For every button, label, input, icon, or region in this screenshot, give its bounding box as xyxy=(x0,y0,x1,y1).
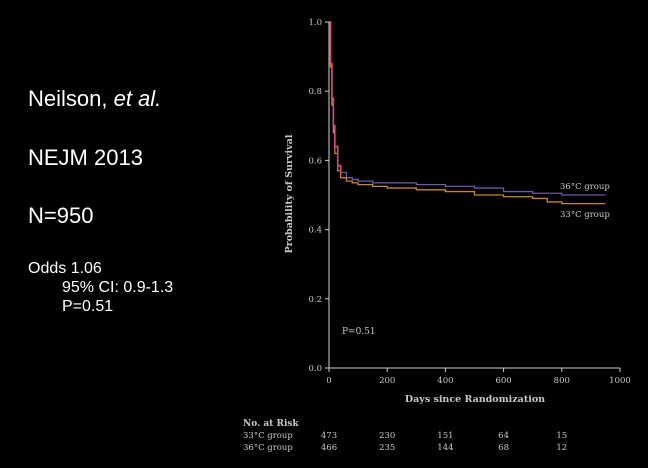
risk-cell: 144 xyxy=(437,443,453,453)
y-tick-label: 1.0 xyxy=(308,18,322,28)
risk-cell: 230 xyxy=(379,431,395,441)
legend-36c: 36°C group xyxy=(560,182,610,192)
author-etal: et al. xyxy=(113,86,162,111)
y-tick-label: 0.8 xyxy=(308,87,322,97)
journal-label: NEJM 2013 xyxy=(28,145,143,170)
series-33c-line xyxy=(329,21,606,205)
risk-row-label: 36°C group xyxy=(243,443,293,453)
risk-cell: 151 xyxy=(437,431,453,441)
early-drop-segment xyxy=(329,21,342,173)
y-tick-label: 0.0 xyxy=(308,364,322,374)
risk-cell: 68 xyxy=(498,443,509,453)
p-value-annotation: P=0.51 xyxy=(342,327,376,337)
x-tick-label: 400 xyxy=(437,376,453,386)
risk-row-label: 33°C group xyxy=(243,431,293,441)
series-36c-line xyxy=(329,21,606,196)
risk-cell: 466 xyxy=(321,443,337,453)
ci-label: 95% CI: 0.9-1.3 xyxy=(62,279,174,296)
x-tick-label: 1000 xyxy=(609,376,631,386)
x-tick-label: 600 xyxy=(495,376,511,386)
x-tick-label: 0 xyxy=(326,376,331,386)
risk-cell: 64 xyxy=(498,431,509,441)
odds-label: Odds 1.06 xyxy=(28,260,102,277)
risk-table-title: No. at Risk xyxy=(243,419,299,429)
x-axis-label: Days since Randomization xyxy=(405,394,545,405)
x-tick-label: 800 xyxy=(554,376,570,386)
y-axis-label: Probability of Survival xyxy=(284,134,295,253)
risk-cell: 473 xyxy=(321,431,337,441)
sample-size-label: N=950 xyxy=(28,203,94,228)
risk-cell: 15 xyxy=(556,431,567,441)
legend-33c: 33°C group xyxy=(560,210,610,220)
author-name: Neilson, xyxy=(28,86,114,111)
p-value-label: P=0.51 xyxy=(62,298,114,315)
study-author: Neilson, et al. xyxy=(28,86,161,112)
y-tick-label: 0.2 xyxy=(308,295,322,305)
x-tick-label: 200 xyxy=(379,376,395,386)
risk-cell: 12 xyxy=(556,443,567,453)
risk-cell: 235 xyxy=(379,443,395,453)
y-tick-label: 0.6 xyxy=(308,156,322,166)
y-tick-label: 0.4 xyxy=(308,226,322,236)
